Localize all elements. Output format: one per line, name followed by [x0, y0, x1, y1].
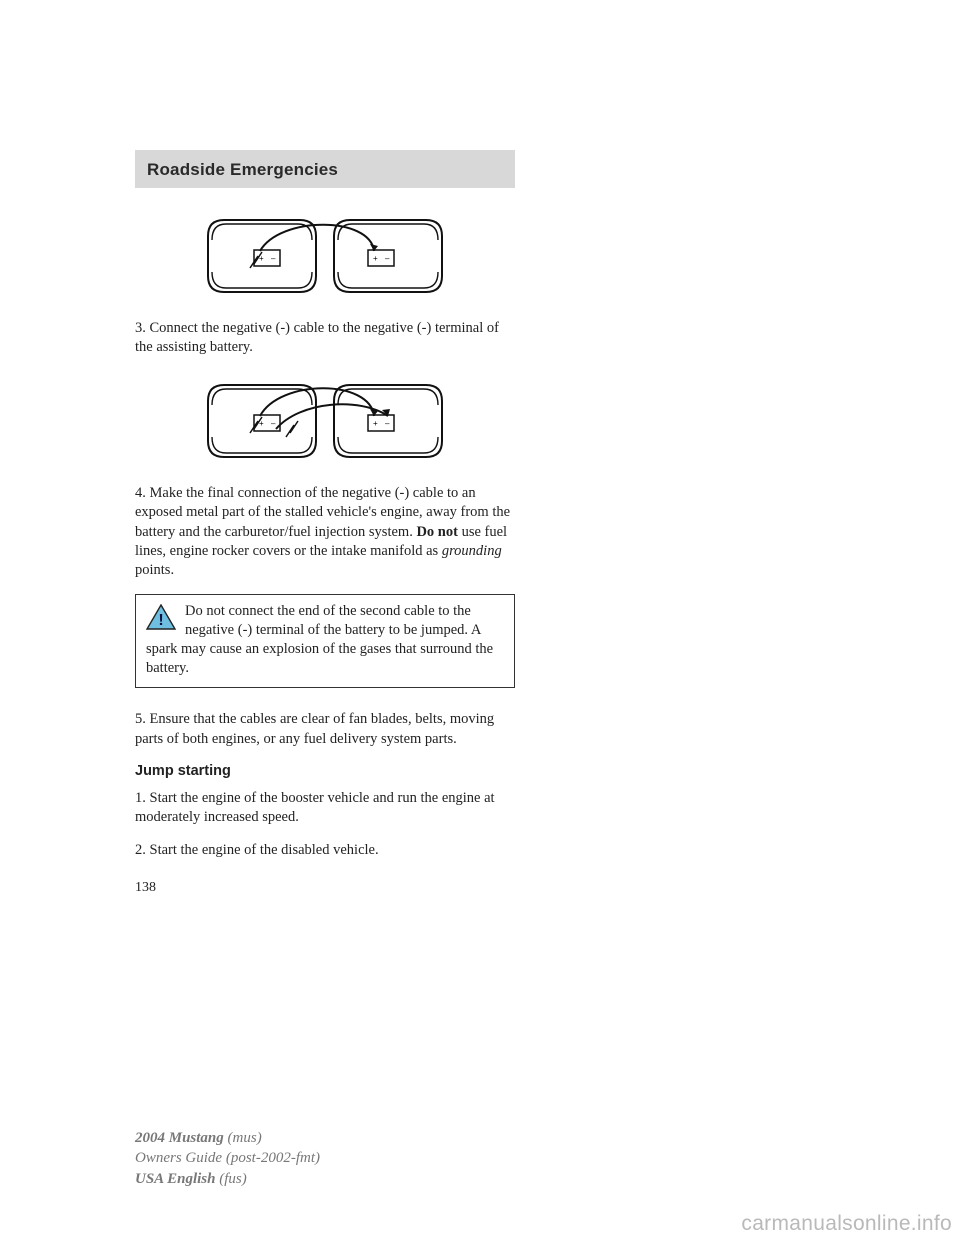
page-number: 138 [135, 880, 515, 896]
step-4-text: 4. Make the final connection of the nega… [135, 484, 515, 580]
footer-model-code: (mus) [224, 1130, 262, 1146]
footer-line-3: USA English (fus) [135, 1169, 320, 1189]
jumper-diagram-1: + – + – [200, 206, 450, 301]
jump-start-step-2: 2. Start the engine of the disabled vehi… [135, 841, 515, 860]
step-3-text: 3. Connect the negative (-) cable to the… [135, 319, 515, 357]
watermark: carmanualsonline.info [741, 1212, 952, 1236]
step-5-text: 5. Ensure that the cables are clear of f… [135, 710, 515, 748]
footer-lang-code: (fus) [215, 1171, 246, 1187]
svg-text:+: + [373, 419, 378, 428]
content-column: Roadside Emergencies + – + – [135, 150, 515, 896]
svg-text:–: – [271, 419, 276, 428]
step-4-part-c: points. [135, 562, 174, 578]
footer-line-1: 2004 Mustang (mus) [135, 1128, 320, 1148]
svg-text:+: + [373, 254, 378, 263]
step-4-bold: Do not [416, 524, 458, 540]
svg-text:–: – [385, 419, 390, 428]
footer-line-2: Owners Guide (post-2002-fmt) [135, 1148, 320, 1168]
page: Roadside Emergencies + – + – [0, 0, 960, 1242]
step-4-italic: grounding [442, 543, 502, 559]
svg-text:!: ! [158, 612, 163, 629]
chapter-title: Roadside Emergencies [147, 160, 503, 180]
footer-lang: USA English [135, 1171, 215, 1187]
footer: 2004 Mustang (mus) Owners Guide (post-20… [135, 1128, 320, 1189]
svg-text:–: – [385, 254, 390, 263]
svg-text:–: – [271, 254, 276, 263]
warning-text: Do not connect the end of the second cab… [146, 603, 493, 676]
chapter-header: Roadside Emergencies [135, 150, 515, 188]
footer-model: 2004 Mustang [135, 1130, 224, 1146]
jumper-diagram-2: + – + – [200, 371, 450, 466]
warning-box: ! Do not connect the end of the second c… [135, 594, 515, 689]
jump-start-step-1: 1. Start the engine of the booster vehic… [135, 789, 515, 827]
warning-icon: ! [146, 604, 176, 630]
jump-starting-heading: Jump starting [135, 763, 515, 779]
